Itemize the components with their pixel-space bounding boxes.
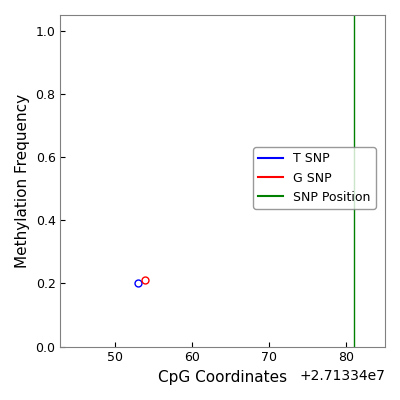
Y-axis label: Methylation Frequency: Methylation Frequency <box>15 94 30 268</box>
Legend: T SNP, G SNP, SNP Position: T SNP, G SNP, SNP Position <box>253 147 376 209</box>
X-axis label: CpG Coordinates: CpG Coordinates <box>158 370 287 385</box>
